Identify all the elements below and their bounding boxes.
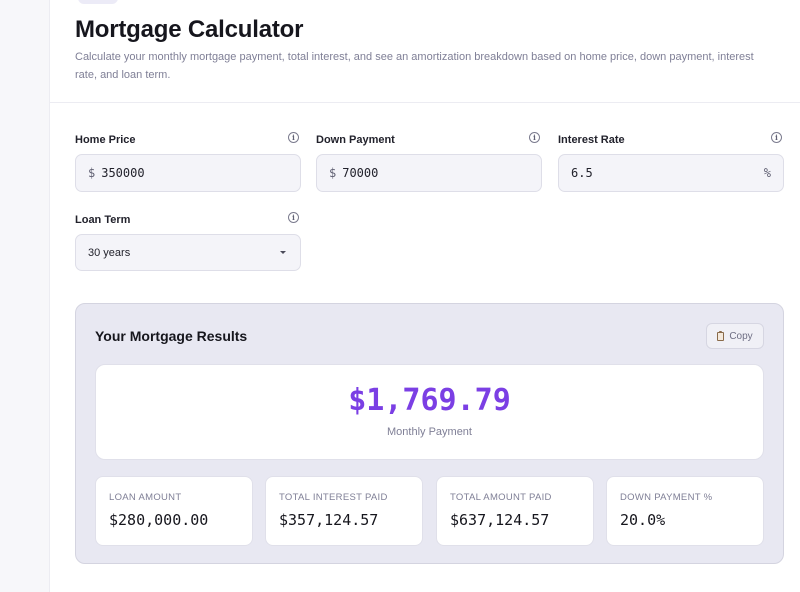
home-price-field: Home Price i $ 350000: [75, 130, 301, 192]
monthly-payment-card: $1,769.79 Monthly Payment: [95, 364, 764, 460]
interest-rate-label: Interest Rate: [558, 134, 625, 146]
down-payment-label-row: Down Payment i: [316, 130, 542, 150]
info-icon[interactable]: i: [288, 132, 299, 143]
home-price-input[interactable]: $ 350000: [75, 154, 301, 192]
copy-button[interactable]: Copy: [706, 323, 764, 349]
results-title: Your Mortgage Results: [95, 328, 248, 344]
page-title: Mortgage Calculator: [75, 16, 304, 43]
stat-value: 20.0%: [620, 511, 666, 529]
monthly-payment-value: $1,769.79: [348, 383, 511, 418]
interest-rate-value[interactable]: 6.5: [571, 166, 593, 180]
stat-label: Loan Amount: [109, 492, 182, 503]
interest-rate-field: Interest Rate i 6.5 %: [558, 130, 784, 192]
results-panel: Your Mortgage Results Copy $1,769.79 Mon…: [75, 303, 784, 564]
home-price-label-row: Home Price i: [75, 130, 301, 150]
currency-prefix: $: [329, 166, 337, 180]
loan-term-label-row: Loan Term i: [75, 210, 301, 230]
page-subtitle: Calculate your monthly mortgage payment,…: [75, 51, 754, 81]
loan-term-value[interactable]: 30 years: [88, 246, 131, 259]
interest-rate-input[interactable]: 6.5 %: [558, 154, 784, 192]
stat-card-total-interest: Total Interest Paid $357,124.57: [265, 476, 423, 546]
info-icon[interactable]: i: [771, 132, 782, 143]
stat-label: Total Amount Paid: [450, 492, 552, 503]
home-price-label: Home Price: [75, 134, 136, 146]
copy-button-label: Copy: [729, 330, 753, 342]
stat-card-down-payment-percent: Down Payment % 20.0%: [606, 476, 764, 546]
left-sidebar: [0, 0, 50, 592]
stat-value: $637,124.57: [450, 511, 550, 529]
stat-label: Total Interest Paid: [279, 492, 388, 503]
down-payment-label: Down Payment: [316, 134, 395, 146]
info-icon[interactable]: i: [288, 212, 299, 223]
info-icon[interactable]: i: [529, 132, 540, 143]
stat-label: Down Payment %: [620, 492, 713, 503]
home-price-value[interactable]: 350000: [101, 166, 145, 180]
loan-term-select[interactable]: 30 years: [75, 234, 301, 271]
down-payment-input[interactable]: $ 70000: [316, 154, 542, 192]
chevron-down-icon[interactable]: [280, 251, 286, 254]
percent-suffix: %: [763, 166, 771, 180]
stat-value: $280,000.00: [109, 511, 209, 529]
loan-term-field: Loan Term i 30 years: [75, 210, 301, 271]
interest-rate-label-row: Interest Rate i: [558, 130, 784, 150]
clipboard-icon: [717, 330, 725, 341]
top-nav-pill[interactable]: [78, 0, 118, 4]
monthly-payment-label: Monthly Payment: [387, 426, 472, 438]
stat-card-loan-amount: Loan Amount $280,000.00: [95, 476, 253, 546]
loan-term-label: Loan Term: [75, 214, 131, 226]
down-payment-field: Down Payment i $ 70000: [316, 130, 542, 192]
stat-card-total-paid: Total Amount Paid $637,124.57: [436, 476, 594, 546]
down-payment-value[interactable]: 70000: [342, 166, 379, 180]
stat-value: $357,124.57: [279, 511, 379, 529]
currency-prefix: $: [88, 166, 96, 180]
page-header: Mortgage Calculator Calculate your month…: [50, 0, 800, 103]
